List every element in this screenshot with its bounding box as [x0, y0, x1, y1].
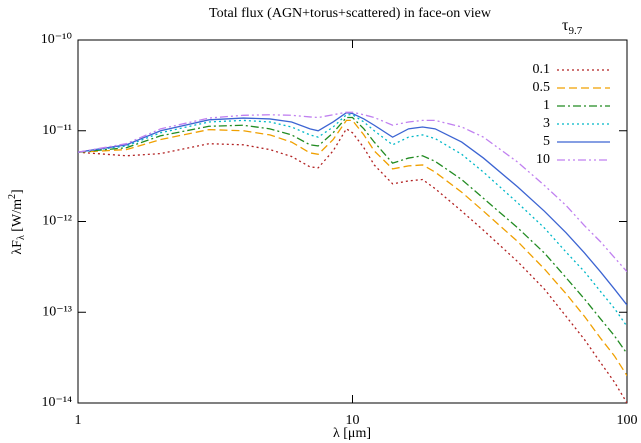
- y-tick-label: 10⁻¹²: [42, 214, 72, 229]
- y-tick-label: 10⁻¹⁴: [42, 395, 73, 410]
- y-label-part: 2: [7, 194, 18, 199]
- legend-label: 1: [543, 98, 550, 113]
- series-line: [78, 114, 627, 327]
- x-axis-label: λ [μm]: [333, 426, 371, 441]
- y-label-part: ]: [10, 189, 25, 194]
- y-label-part: [W/m: [10, 199, 25, 235]
- series-line: [78, 127, 627, 403]
- legend-label: 3: [543, 116, 550, 131]
- x-tick-label: 10: [346, 413, 360, 428]
- legend-title-part: 9.7: [568, 25, 582, 37]
- legend-title-part: τ: [562, 17, 569, 34]
- series-line: [78, 116, 627, 355]
- y-tick-label: 10⁻¹⁰: [41, 32, 73, 47]
- y-tick-label: 10⁻¹³: [42, 304, 72, 319]
- y-axis-label: λFλ [W/m2]: [7, 189, 27, 254]
- legend-label: 0.1: [533, 62, 551, 77]
- legend-label: 10: [536, 152, 550, 167]
- chart-title: Total flux (AGN+torus+scattered) in face…: [209, 6, 492, 21]
- legend-title: τ9.7: [562, 17, 583, 37]
- x-tick-label: 1: [75, 413, 82, 428]
- legend-label: 0.5: [533, 80, 551, 95]
- y-label-part: λF: [10, 240, 25, 255]
- y-tick-label: 10⁻¹¹: [42, 123, 72, 138]
- legend-label: 5: [543, 134, 550, 149]
- series-line: [78, 112, 627, 306]
- x-tick-label: 100: [617, 413, 638, 428]
- y-label-part: λ: [16, 235, 27, 240]
- series-line: [78, 111, 627, 273]
